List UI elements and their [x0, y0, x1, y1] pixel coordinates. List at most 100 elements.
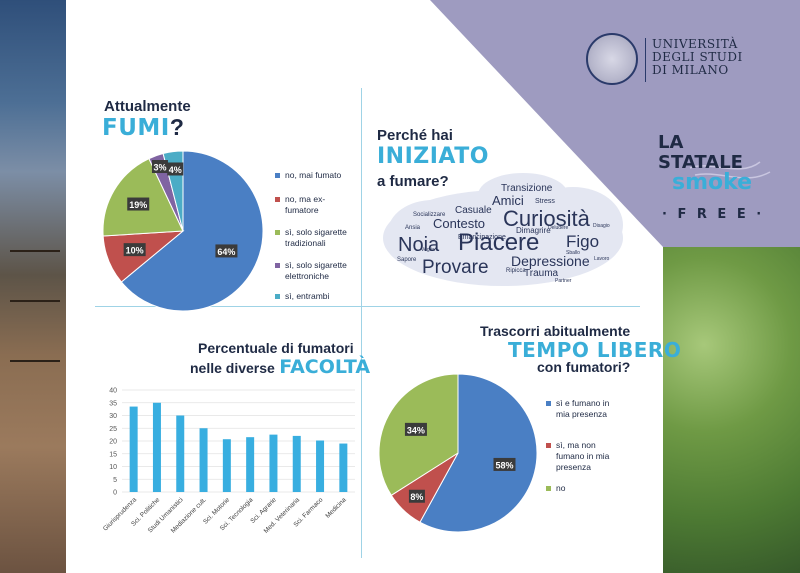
word-cloud-word: Provare [422, 257, 489, 278]
legend-label-line: no, ma ex- [285, 194, 326, 204]
building-photo-left [0, 0, 66, 573]
legend-label: no, mai fumato [285, 170, 341, 181]
pie-data-label: 3% [153, 163, 166, 173]
brand-line: LA [658, 132, 684, 153]
word-cloud-word: Stress [535, 198, 555, 205]
q4-pie-chart: 58% 8% 34% [378, 373, 538, 533]
y-tick-label: 5 [113, 477, 117, 484]
pie-slice [120, 150, 264, 312]
q3-title-emphasis: FACOLTÀ [279, 356, 371, 378]
y-tick-label: 35 [109, 400, 117, 407]
legend-label-line: tradizionali [285, 238, 326, 248]
word-cloud-word: Deludere [548, 225, 569, 231]
word-cloud-word: Disagio [593, 223, 610, 229]
q3-title-line1: Percentuale di fumatori [198, 340, 354, 356]
legend-label: sì e fumano in mia presenza [556, 398, 609, 420]
word-cloud-word: Noia [398, 234, 440, 256]
x-tick-label: Giurisprudenza [102, 496, 138, 532]
legend-swatch [546, 401, 551, 406]
word-cloud-word: Dimagrire [516, 226, 551, 235]
legend-label-line: sì, entrambi [285, 291, 330, 301]
legend-label-line: sì, solo sigarette [285, 227, 347, 237]
q1-title-mark: ? [169, 114, 184, 140]
legend-swatch [275, 294, 280, 299]
pie-data-label: 58% [495, 460, 513, 470]
q1-title-line1: Attualmente [104, 98, 191, 115]
q3-title-prefix: nelle diverse [190, 360, 275, 376]
legend-swatch [546, 443, 551, 448]
q3-title-line2: nelle diverse FACOLTÀ [190, 356, 370, 378]
bar [222, 439, 231, 492]
q1-title-emphasis: FUMI [102, 115, 170, 141]
pie-data-label-box [408, 489, 425, 503]
word-cloud-word: Veglia [421, 247, 435, 253]
word-cloud-word: Contesto [433, 216, 486, 231]
pie-slice [419, 373, 538, 533]
word-cloud-word: Lavoro [594, 256, 610, 262]
legend-swatch [275, 173, 280, 178]
bar [292, 435, 301, 492]
bar [199, 428, 208, 492]
word-cloud-word: Figo [566, 232, 600, 251]
pie-data-label-box [493, 457, 516, 471]
word-cloud-word: Ansia [405, 225, 421, 231]
railing [10, 300, 60, 302]
brand-free: · F R E E · [662, 207, 765, 222]
x-tick-label: Medicina [324, 496, 348, 520]
legend-label: sì, solo sigarette tradizionali [285, 227, 347, 249]
pie-data-label-box [404, 422, 427, 436]
word-cloud-word: Emancipazione [458, 234, 506, 241]
q2-title-line3: a fumare? [377, 173, 449, 190]
university-name: UNIVERSITÀ DEGLI STUDI DI MILANO [652, 38, 743, 77]
brand-smoke: smoke [672, 170, 753, 195]
pie-data-label-box [167, 162, 184, 176]
brand-title: LA STATALE [658, 133, 743, 173]
foliage-photo-right [663, 247, 800, 573]
q2-title-line1: Perché hai [377, 127, 453, 144]
pie-data-label: 64% [217, 247, 235, 257]
legend-label-line: no [556, 483, 566, 493]
q2-word-cloud: Curiosità Piacere Noia Provare Figo Depr… [373, 178, 626, 288]
legend-label-line: sì, ma non [556, 440, 596, 450]
q1-pie-chart: 64% 10% 19% 3% 4% [102, 150, 264, 312]
university-name-line: UNIVERSITÀ [652, 37, 738, 51]
legend-label: sì, entrambi [285, 291, 329, 302]
legend-label-line: sì e fumano in [556, 398, 610, 408]
legend-label-line: no, mai fumato [285, 170, 342, 180]
word-cloud-word: Curiosità [503, 206, 590, 231]
y-tick-label: 25 [109, 426, 117, 433]
pie-slice [102, 157, 184, 237]
bar [129, 406, 138, 492]
pie-data-label: 19% [129, 200, 147, 210]
word-cloud-word: Sapore [397, 257, 417, 263]
legend-swatch [275, 230, 280, 235]
word-cloud-word: Trauma [524, 268, 559, 279]
q4-title-emphasis: TEMPO LIBERO [508, 338, 682, 362]
legend-label: sì, solo sigarette elettroniche [285, 260, 347, 282]
pie-data-label: 34% [407, 425, 425, 435]
pie-data-label-box [123, 243, 146, 257]
word-cloud-word: Casuale [455, 205, 492, 216]
q1-title-line2: FUMI? [102, 114, 184, 141]
legend-label: sì, ma non fumano in mia presenza [556, 440, 609, 473]
word-cloud-word: Depressione [511, 253, 590, 269]
legend-label: no, ma ex-fumatore [285, 194, 325, 216]
pie-data-label-box [215, 244, 238, 258]
legend-label: no [556, 483, 565, 494]
q2-title-emphasis: INIZIATO [377, 144, 489, 169]
brand-line: STATALE [658, 152, 743, 173]
word-cloud-word: Ripicca [506, 268, 526, 274]
pie-data-label: 8% [410, 492, 423, 502]
bar [339, 443, 348, 492]
bar [246, 437, 255, 492]
section-divider-vertical [361, 88, 362, 558]
legend-label-line: presenza [556, 462, 591, 472]
pie-data-label-box [127, 197, 150, 211]
legend-label-line: sì, solo sigarette [285, 260, 347, 270]
pie-data-label: 10% [126, 246, 144, 256]
y-tick-label: 0 [113, 490, 117, 497]
y-tick-label: 30 [109, 413, 117, 420]
legend-swatch [275, 263, 280, 268]
